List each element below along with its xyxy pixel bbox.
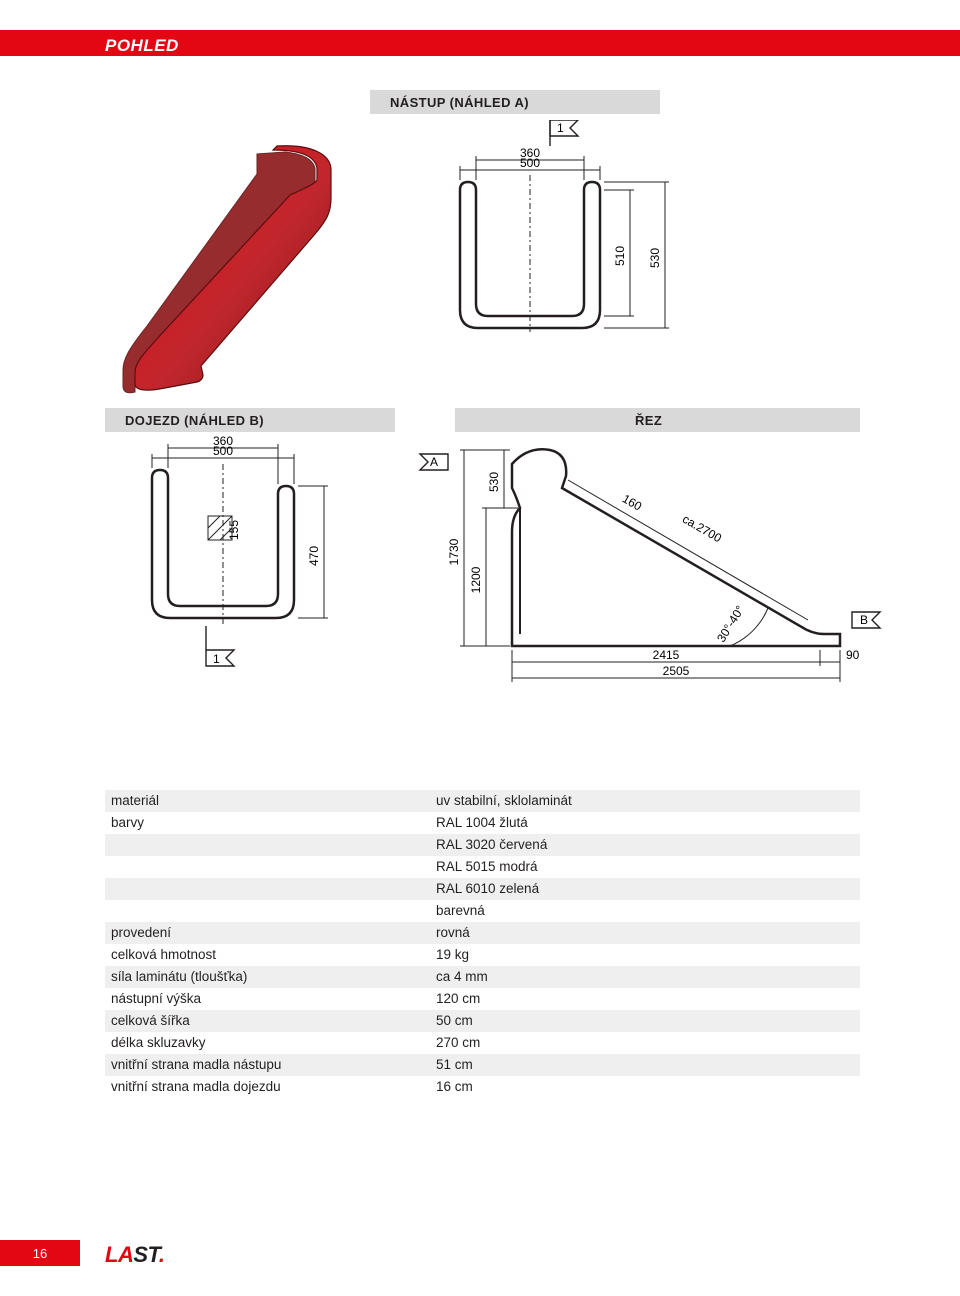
dim-text: 360 [213, 436, 233, 448]
diagram-dojezd: 500 360 155 470 1 [118, 436, 378, 676]
logo-text: L [105, 1242, 118, 1267]
flag-letter: B [860, 613, 868, 627]
spec-value: rovná [430, 922, 860, 944]
spec-value: RAL 1004 žlutá [430, 812, 860, 834]
spec-key: vnitřní strana madla nástupu [105, 1054, 430, 1076]
dojezd-group [152, 444, 328, 666]
spec-value: ca 4 mm [430, 966, 860, 988]
spec-value: 16 cm [430, 1076, 860, 1098]
spec-key: materiál [105, 790, 430, 812]
spec-table: materiáluv stabilní, sklolaminátbarvyRAL… [105, 790, 860, 1098]
spec-value: 120 cm [430, 988, 860, 1010]
dim-text: 90 [846, 648, 860, 662]
spec-row: RAL 6010 zelená [105, 878, 860, 900]
nastup-group [460, 120, 669, 332]
spec-value: RAL 5015 modrá [430, 856, 860, 878]
dim-text: 30°-40° [714, 603, 747, 645]
spec-key: délka skluzavky [105, 1032, 430, 1054]
dim-text: 510 [613, 246, 627, 266]
spec-row: materiáluv stabilní, sklolaminát [105, 790, 860, 812]
logo-text: A [118, 1242, 133, 1267]
dim-text: 360 [520, 146, 540, 160]
dim-text: ca.2700 [680, 512, 724, 546]
logo-text: S [133, 1242, 147, 1267]
spec-row: délka skluzavky270 cm [105, 1032, 860, 1054]
spec-key: barvy [105, 812, 430, 834]
dim-text: 2505 [663, 664, 690, 678]
detail-flag-1 [206, 626, 234, 666]
logo-text: T [148, 1242, 159, 1267]
dim-text: 2415 [653, 648, 680, 662]
spec-row: nástupní výška120 cm [105, 988, 860, 1010]
spec-row: síla laminátu (tloušťka)ca 4 mm [105, 966, 860, 988]
slide-profile [512, 449, 840, 646]
spec-value: 51 cm [430, 1054, 860, 1076]
flag-number: 1 [213, 652, 220, 666]
detail-flag-1 [550, 120, 578, 146]
dim-diag [568, 480, 808, 620]
spec-key: vnitřní strana madla dojezdu [105, 1076, 430, 1098]
spec-row: RAL 5015 modrá [105, 856, 860, 878]
flag-number: 1 [557, 121, 564, 135]
spec-row: vnitřní strana madla dojezdu16 cm [105, 1076, 860, 1098]
spec-row: vnitřní strana madla nástupu51 cm [105, 1054, 860, 1076]
spec-key: celková šířka [105, 1010, 430, 1032]
dim-text: 1200 [469, 566, 483, 593]
logo-dot: . [159, 1242, 165, 1267]
section-label-dojezd: DOJEZD (NÁHLED B) [105, 408, 395, 432]
slide-perspective-illustration [105, 140, 355, 400]
section-label-rez: ŘEZ [455, 408, 860, 432]
spec-key [105, 900, 430, 922]
flag-letter: A [430, 455, 438, 469]
spec-row: RAL 3020 červená [105, 834, 860, 856]
spec-row: provedenírovná [105, 922, 860, 944]
spec-value: 270 cm [430, 1032, 860, 1054]
diagram-nastup: 500 360 510 530 1 [430, 120, 710, 350]
spec-key [105, 856, 430, 878]
spec-row: barevná [105, 900, 860, 922]
dim-text: 470 [307, 546, 321, 566]
spec-value: 19 kg [430, 944, 860, 966]
page-number: 16 [0, 1240, 80, 1266]
spec-key: nástupní výška [105, 988, 430, 1010]
spec-value: barevná [430, 900, 860, 922]
spec-row: barvyRAL 1004 žlutá [105, 812, 860, 834]
diagram-rez: 1730 1200 530 ca.2700 160 30°-40° 2415 9… [400, 436, 900, 696]
dim-text: 1730 [447, 538, 461, 565]
dim-text: 530 [487, 472, 501, 492]
dim-text: 160 [620, 491, 645, 513]
page-header-title: POHLED [105, 36, 179, 56]
spec-value: RAL 6010 zelená [430, 878, 860, 900]
spec-key: provedení [105, 922, 430, 944]
spec-key [105, 834, 430, 856]
spec-value: RAL 3020 červená [430, 834, 860, 856]
section-label-nastup: NÁSTUP (NÁHLED A) [370, 90, 660, 114]
dim-text: 530 [648, 248, 662, 268]
header-band: POHLED [0, 30, 960, 56]
spec-row: celková hmotnost19 kg [105, 944, 860, 966]
spec-row: celková šířka50 cm [105, 1010, 860, 1032]
spec-value: 50 cm [430, 1010, 860, 1032]
spec-key: síla laminátu (tloušťka) [105, 966, 430, 988]
spec-key: celková hmotnost [105, 944, 430, 966]
spec-value: uv stabilní, sklolaminát [430, 790, 860, 812]
dim-text: 155 [227, 520, 241, 540]
footer-logo: LAST. [105, 1242, 164, 1268]
spec-key [105, 878, 430, 900]
